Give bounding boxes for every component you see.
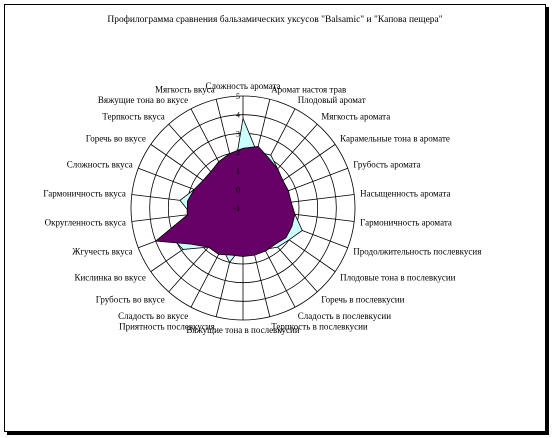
radar-ticks: -1 0 1 2 3 4 5 <box>233 92 240 213</box>
category-label: Приятность послевкусия <box>119 322 215 332</box>
category-label: Округленность вкуса <box>45 218 126 228</box>
category-label: Сладость во вкусе <box>118 311 188 321</box>
category-label: Насыщенность аромата <box>360 188 450 198</box>
category-label: Вяжущие тона в послевкусии <box>186 325 300 335</box>
category-label: Сложность вкуса <box>67 160 133 170</box>
category-label: Терпкость в послевкусии <box>271 322 368 332</box>
series-2-area <box>154 145 296 257</box>
category-label: Плодовый аромат <box>298 95 366 105</box>
category-label: Сложность аромата <box>205 81 280 91</box>
category-label: Горечь во вкусе <box>86 134 146 144</box>
tick-label: 4 <box>236 111 240 120</box>
tick-label: 2 <box>236 148 240 157</box>
category-label: Сладость в послевкусии <box>298 311 391 321</box>
category-label: Грубость аромата <box>353 160 420 170</box>
tick-label: 0 <box>236 185 240 194</box>
category-label: Аромат настоя трав <box>271 85 346 95</box>
category-label: Гармоничность вкуса <box>43 188 126 198</box>
category-label: Карамельные тона в аромате <box>340 134 450 144</box>
tick-label: -1 <box>233 204 240 213</box>
category-label: Терпкость вкуса <box>102 112 164 122</box>
tick-label: 1 <box>236 167 240 176</box>
category-label: Горечь в послевкусии <box>321 294 404 304</box>
radar-series <box>154 116 303 264</box>
chart-title: Профилограмма сравнения бальзамических у… <box>107 15 443 25</box>
category-label: Мягкость аромата <box>321 112 390 122</box>
category-label: Кислинка во вкусе <box>74 272 145 282</box>
category-label: Жгучесть вкуса <box>72 246 132 256</box>
tick-label: 3 <box>236 129 240 138</box>
tick-label: 5 <box>236 92 240 101</box>
category-label: Мягкость вкуса <box>155 85 215 95</box>
category-label: Вяжущие тона во вкусе <box>98 95 188 105</box>
category-label: Продолжительность послевкусия <box>353 246 481 256</box>
category-label: Плодовые тона в послевкусии <box>340 272 456 282</box>
category-label: Грубость во вкусе <box>96 294 165 304</box>
category-label: Гармоничность аромата <box>360 218 452 228</box>
chart-frame: Профилограмма сравнения бальзамических у… <box>4 4 546 432</box>
